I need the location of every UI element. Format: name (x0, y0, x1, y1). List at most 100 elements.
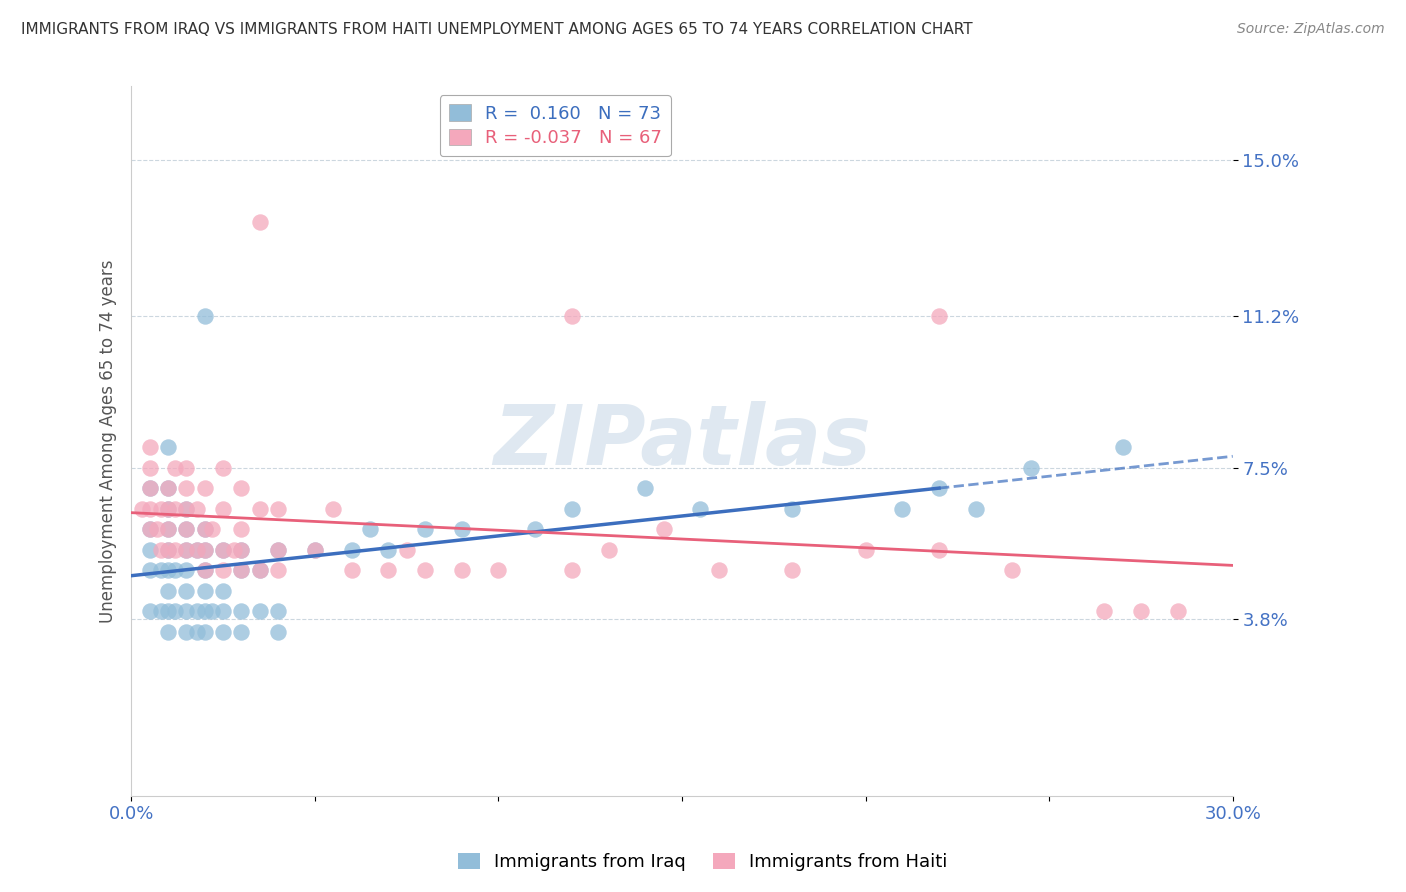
Point (1092, 604, 1115, 618)
Point (652, 522, 675, 536)
Point (194, 309, 217, 323)
Point (855, 542, 877, 557)
Point (231, 563, 253, 577)
Point (267, 604, 290, 618)
Point (156, 542, 179, 557)
Legend: Immigrants from Iraq, Immigrants from Haiti: Immigrants from Iraq, Immigrants from Ha… (451, 846, 955, 879)
Point (249, 501, 271, 516)
Point (395, 542, 418, 557)
Point (138, 604, 160, 618)
Point (928, 309, 950, 323)
Point (707, 563, 730, 577)
Point (156, 583, 179, 598)
Point (194, 522, 217, 536)
Point (231, 522, 253, 536)
Point (561, 501, 583, 516)
Point (138, 481, 160, 495)
Point (377, 563, 399, 577)
Point (176, 583, 198, 598)
Point (249, 563, 271, 577)
Point (598, 542, 620, 557)
Point (194, 604, 217, 618)
Point (176, 522, 198, 536)
Point (165, 460, 187, 475)
Point (149, 501, 172, 516)
Point (138, 542, 160, 557)
Point (231, 481, 253, 495)
Point (156, 604, 179, 618)
Point (450, 522, 472, 536)
Point (156, 624, 179, 639)
Point (524, 522, 547, 536)
Point (186, 604, 208, 618)
Point (176, 542, 198, 557)
Point (156, 522, 179, 536)
Point (194, 542, 217, 557)
Text: Source: ZipAtlas.com: Source: ZipAtlas.com (1237, 22, 1385, 37)
Point (231, 563, 253, 577)
Point (165, 542, 187, 557)
Point (186, 542, 208, 557)
Point (222, 542, 245, 557)
Point (165, 501, 187, 516)
Point (928, 481, 950, 495)
Point (149, 563, 172, 577)
Point (156, 481, 179, 495)
Point (156, 501, 179, 516)
Point (249, 604, 271, 618)
Point (194, 542, 217, 557)
Point (231, 604, 253, 618)
Point (138, 460, 160, 475)
Point (186, 542, 208, 557)
Point (267, 542, 290, 557)
Point (156, 542, 179, 557)
Point (156, 501, 179, 516)
Point (634, 481, 657, 495)
Point (138, 522, 160, 536)
Point (186, 501, 208, 516)
Point (1167, 604, 1189, 618)
Point (1001, 563, 1024, 577)
Point (891, 501, 914, 516)
Point (561, 309, 583, 323)
Point (413, 522, 436, 536)
Point (176, 522, 198, 536)
Text: IMMIGRANTS FROM IRAQ VS IMMIGRANTS FROM HAITI UNEMPLOYMENT AMONG AGES 65 TO 74 Y: IMMIGRANTS FROM IRAQ VS IMMIGRANTS FROM … (21, 22, 973, 37)
Point (212, 542, 235, 557)
Point (561, 563, 583, 577)
Y-axis label: Unemployment Among Ages 65 to 74 years: Unemployment Among Ages 65 to 74 years (100, 260, 117, 623)
Point (212, 542, 235, 557)
Point (304, 542, 326, 557)
Point (1111, 440, 1133, 454)
Point (267, 563, 290, 577)
Point (194, 522, 217, 536)
Point (1130, 604, 1153, 618)
Point (186, 624, 208, 639)
Point (340, 563, 363, 577)
Point (156, 522, 179, 536)
Point (377, 542, 399, 557)
Point (231, 542, 253, 557)
Point (359, 522, 381, 536)
Point (780, 501, 803, 516)
Point (138, 481, 160, 495)
Point (486, 563, 509, 577)
Point (194, 624, 217, 639)
Point (194, 563, 217, 577)
Point (138, 440, 160, 454)
Point (176, 604, 198, 618)
Point (194, 563, 217, 577)
Point (322, 501, 344, 516)
Point (212, 501, 235, 516)
Point (340, 542, 363, 557)
Point (780, 563, 803, 577)
Point (450, 563, 472, 577)
Legend: R =  0.160   N = 73, R = -0.037   N = 67: R = 0.160 N = 73, R = -0.037 N = 67 (440, 95, 671, 156)
Text: ZIPatlas: ZIPatlas (494, 401, 870, 482)
Point (231, 542, 253, 557)
Point (165, 563, 187, 577)
Point (156, 563, 179, 577)
Point (165, 604, 187, 618)
Point (212, 583, 235, 598)
Point (267, 624, 290, 639)
